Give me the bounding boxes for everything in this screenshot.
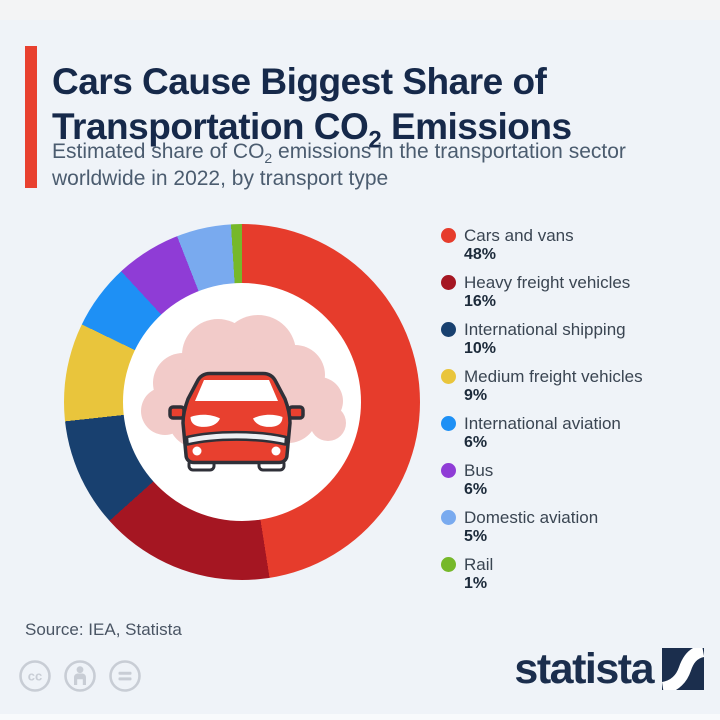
top-edge-strip bbox=[0, 0, 720, 20]
legend-item: Rail 1% bbox=[441, 555, 643, 593]
legend-value: 5% bbox=[464, 528, 488, 545]
equals-icon[interactable] bbox=[108, 659, 142, 693]
title-line2: Transportation CO2 Emissions bbox=[52, 105, 572, 154]
legend-value: 48% bbox=[464, 246, 497, 263]
legend-color-dot bbox=[441, 416, 456, 431]
legend-label: International shipping bbox=[464, 320, 626, 339]
legend-value: 6% bbox=[464, 434, 488, 451]
legend-label: Heavy freight vehicles bbox=[464, 273, 631, 292]
svg-text:cc: cc bbox=[28, 669, 42, 684]
source-note: Source: IEA, Statista bbox=[25, 620, 182, 639]
statista-swoosh-icon bbox=[662, 648, 704, 690]
cc-icon[interactable]: cc bbox=[18, 659, 52, 693]
legend-label: International aviation bbox=[464, 414, 621, 433]
legend-label: Medium freight vehicles bbox=[464, 367, 643, 386]
car-front-icon bbox=[168, 371, 305, 472]
donut-ring bbox=[64, 224, 420, 580]
legend-item: Medium freight vehicles 9% bbox=[441, 367, 643, 405]
chart-subtitle: Estimated share of CO2 emissions in the … bbox=[52, 140, 626, 190]
legend-label: Cars and vans bbox=[464, 226, 574, 245]
legend-color-dot bbox=[441, 369, 456, 384]
legend-item: International shipping 10% bbox=[441, 320, 643, 358]
legend-color-dot bbox=[441, 228, 456, 243]
legend-label: Rail bbox=[464, 555, 494, 574]
title-accent-bar bbox=[25, 46, 37, 188]
legend-label: Domestic aviation bbox=[464, 508, 599, 527]
legend-color-dot bbox=[441, 510, 456, 525]
legend-value: 9% bbox=[464, 387, 488, 404]
legend-value: 16% bbox=[464, 293, 497, 310]
legend-color-dot bbox=[441, 463, 456, 478]
legend-color-dot bbox=[441, 322, 456, 337]
legend-item: Heavy freight vehicles 16% bbox=[441, 273, 643, 311]
legend-value: 10% bbox=[464, 340, 497, 357]
legend-item: Domestic aviation 5% bbox=[441, 508, 643, 546]
legend-item: International aviation 6% bbox=[441, 414, 643, 452]
cc-license-badges[interactable]: cc bbox=[18, 659, 142, 693]
legend-color-dot bbox=[441, 557, 456, 572]
co2-subscript: 2 bbox=[368, 126, 382, 154]
legend-item: Bus 6% bbox=[441, 461, 643, 499]
car-exhaust-illustration bbox=[141, 315, 346, 472]
page-title: Cars Cause Biggest Share of Transportati… bbox=[52, 59, 692, 154]
statista-logo-text: statista bbox=[514, 645, 654, 693]
legend-label: Bus bbox=[464, 461, 494, 480]
attribution-person-icon[interactable] bbox=[63, 659, 97, 693]
chart-legend: Cars and vans 48% Heavy freight vehicles 1… bbox=[441, 226, 643, 593]
donut-center bbox=[123, 283, 361, 521]
legend-color-dot bbox=[441, 275, 456, 290]
bottom-edge-strip bbox=[0, 714, 720, 720]
statista-logo[interactable]: statista bbox=[514, 646, 704, 692]
co2-subscript: 2 bbox=[264, 150, 273, 167]
legend-value: 1% bbox=[464, 575, 488, 592]
title-line1: Cars Cause Biggest Share of bbox=[52, 60, 547, 102]
legend-item: Cars and vans 48% bbox=[441, 226, 643, 264]
legend-value: 6% bbox=[464, 481, 488, 498]
